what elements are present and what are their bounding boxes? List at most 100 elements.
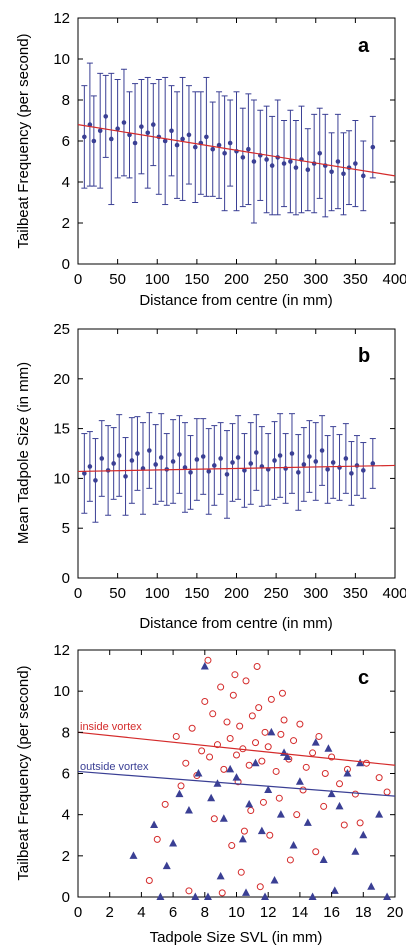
y-tick-label: 2 bbox=[62, 215, 70, 232]
data-point bbox=[353, 161, 358, 166]
inside-vortex-point bbox=[351, 790, 359, 798]
x-tick-label: 4 bbox=[137, 904, 145, 921]
x-tick-label: 10 bbox=[228, 904, 245, 921]
data-point bbox=[108, 136, 114, 142]
inside-vortex-point bbox=[264, 743, 272, 751]
outside-vortex-point bbox=[319, 855, 328, 863]
x-tick-label: 100 bbox=[145, 271, 170, 288]
outside-vortex-point bbox=[311, 738, 320, 746]
panel-a: 0 50 100 150 200 250 300 350 400 0 2 4 6 8 10 12 a Dist… bbox=[15, 10, 406, 309]
inside-vortex-point bbox=[231, 671, 239, 679]
data-point bbox=[251, 159, 257, 164]
outside-vortex-point bbox=[383, 892, 392, 900]
trend-line-inside-vortex bbox=[77, 731, 396, 766]
x-tick-label: 8 bbox=[201, 904, 209, 921]
inside-vortex-point bbox=[217, 683, 225, 691]
y-tick-label: 0 bbox=[62, 570, 70, 587]
data-point bbox=[329, 169, 334, 175]
outside-vortex-point bbox=[207, 793, 216, 802]
data-point bbox=[158, 455, 164, 460]
x-tick-label: 0 bbox=[74, 585, 82, 602]
trend-line-outside-vortex bbox=[77, 770, 396, 797]
outside-vortex-point bbox=[367, 882, 376, 890]
panel-label-a: a bbox=[358, 35, 370, 57]
inside-vortex-point bbox=[182, 759, 190, 767]
data-point bbox=[343, 456, 349, 461]
outside-vortex-point bbox=[191, 892, 200, 900]
outside-vortex-point bbox=[289, 841, 298, 849]
data-point bbox=[87, 464, 93, 469]
data-point bbox=[174, 142, 180, 148]
y-tick-label: 10 bbox=[53, 683, 70, 700]
outside-vortex-point bbox=[232, 773, 241, 781]
data-point bbox=[288, 159, 293, 164]
outside-vortex-point bbox=[219, 814, 228, 822]
inside-vortex-point bbox=[255, 704, 263, 712]
data-point bbox=[123, 474, 128, 479]
data-point bbox=[132, 140, 138, 146]
inside-vortex-point bbox=[233, 751, 240, 759]
outside-vortex-point bbox=[324, 744, 333, 752]
x-tick-label: 0 bbox=[74, 271, 82, 288]
data-point bbox=[210, 146, 216, 152]
y-tick-label: 25 bbox=[53, 321, 70, 338]
data-point bbox=[121, 120, 127, 125]
outside-vortex-point bbox=[330, 886, 339, 894]
inside-vortex-point bbox=[328, 753, 336, 761]
inside-vortex-point bbox=[213, 741, 221, 749]
inside-vortex-point bbox=[362, 759, 370, 767]
inside-vortex-point bbox=[266, 831, 274, 839]
data-point bbox=[103, 114, 109, 119]
outside-vortex-point bbox=[261, 892, 270, 900]
data-point bbox=[341, 171, 346, 177]
y-tick-label: 6 bbox=[62, 133, 70, 150]
data-point bbox=[139, 124, 144, 129]
inside-vortex-point bbox=[272, 767, 280, 775]
x-tick-label: 50 bbox=[109, 585, 126, 602]
data-point bbox=[325, 467, 330, 472]
inside-vortex-point bbox=[177, 782, 185, 790]
panel-label-c: c bbox=[358, 667, 369, 689]
x-tick-label: 200 bbox=[224, 271, 249, 288]
inside-vortex-point bbox=[161, 800, 169, 808]
y-tick-label: 2 bbox=[62, 848, 70, 865]
y-tick-label: 4 bbox=[62, 174, 70, 191]
data-point bbox=[162, 138, 168, 144]
data-point bbox=[145, 130, 151, 136]
inside-vortex-point bbox=[218, 889, 226, 897]
outside-vortex-point bbox=[280, 748, 289, 756]
data-point bbox=[281, 161, 287, 166]
x-tick-label: 300 bbox=[303, 585, 328, 602]
inside-vortex-point bbox=[247, 807, 255, 815]
x-tick-label: 12 bbox=[260, 904, 277, 921]
outside-vortex-point bbox=[194, 769, 203, 777]
data-point bbox=[246, 146, 251, 152]
x-axis-label-c: Tadpole Size SVL (in mm) bbox=[150, 929, 323, 946]
inside-vortex-point bbox=[383, 788, 391, 796]
inside-vortex-point bbox=[226, 735, 234, 743]
inside-vortex-point bbox=[296, 720, 304, 728]
outside-vortex-point bbox=[169, 838, 178, 847]
inside-vortex-point bbox=[258, 757, 266, 765]
inside-vortex-point bbox=[198, 747, 206, 755]
inside-vortex-point bbox=[210, 815, 218, 823]
data-point bbox=[361, 173, 366, 179]
data-point bbox=[91, 138, 97, 144]
outside-vortex-point bbox=[213, 779, 222, 787]
y-axis-label-b: Mean Tadpole Size (in mm) bbox=[15, 362, 32, 544]
data-point bbox=[182, 465, 188, 470]
inside-vortex-point bbox=[302, 763, 310, 771]
inside-vortex-point bbox=[340, 821, 348, 829]
data-point bbox=[254, 450, 259, 455]
axes-b: 0 50 100 150 200 250 300 350 400 0 5 10 15 20 25 bbox=[53, 321, 406, 602]
data-point bbox=[277, 453, 283, 458]
data-point bbox=[150, 122, 156, 127]
inside-vortex-point bbox=[209, 710, 217, 718]
panel-c: 0 2 4 6 8 10 12 14 16 18 20 0 2 4 6 8 10 12 c inside vort… bbox=[15, 642, 403, 946]
data-point bbox=[177, 452, 182, 457]
data-point bbox=[305, 167, 311, 172]
data-point bbox=[283, 466, 288, 471]
y-axis-label-a: Tailbeat Frequency (per second) bbox=[15, 33, 32, 248]
x-tick-label: 400 bbox=[382, 585, 406, 602]
